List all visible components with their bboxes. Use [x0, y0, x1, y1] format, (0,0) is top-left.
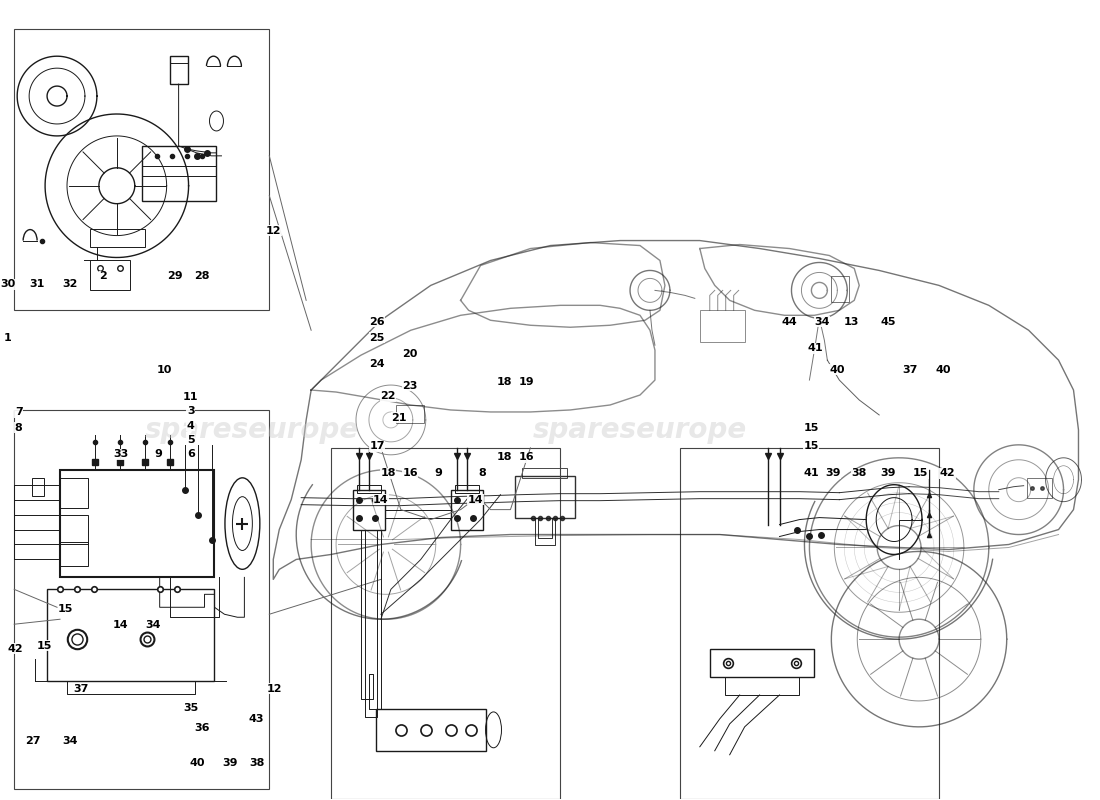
Text: 18: 18: [496, 452, 512, 462]
Text: 17: 17: [370, 442, 385, 451]
Bar: [522, 468, 568, 478]
Text: 25: 25: [370, 333, 385, 343]
Bar: [451, 490, 483, 530]
Bar: [1026, 478, 1052, 498]
Bar: [396, 405, 424, 423]
Text: 41: 41: [803, 468, 820, 478]
Text: 34: 34: [146, 620, 162, 630]
Text: 6: 6: [187, 450, 195, 459]
Text: 5: 5: [187, 435, 195, 445]
Bar: [454, 485, 478, 493]
Text: 14: 14: [468, 494, 484, 505]
Bar: [60, 542, 88, 566]
Bar: [90, 261, 130, 290]
Text: 15: 15: [58, 604, 74, 614]
Text: 30: 30: [0, 279, 15, 290]
Text: 23: 23: [403, 381, 418, 390]
Bar: [14, 410, 270, 789]
Text: 41: 41: [807, 343, 824, 353]
Text: 1: 1: [3, 333, 12, 343]
Text: 24: 24: [370, 359, 385, 369]
Bar: [169, 56, 188, 84]
Bar: [142, 146, 217, 201]
Text: 18: 18: [496, 378, 512, 387]
Bar: [680, 448, 939, 798]
Text: 39: 39: [222, 758, 238, 768]
Text: 21: 21: [392, 413, 407, 422]
Bar: [725, 677, 800, 695]
Text: 11: 11: [183, 392, 198, 402]
Text: 16: 16: [518, 452, 534, 462]
Text: 14: 14: [373, 494, 388, 505]
Bar: [832, 277, 849, 302]
Bar: [60, 514, 88, 545]
Text: 32: 32: [63, 279, 78, 290]
Text: 16: 16: [403, 468, 418, 478]
Text: 29: 29: [167, 271, 184, 282]
Text: 14: 14: [113, 620, 129, 630]
Text: 12: 12: [265, 226, 280, 235]
Text: 40: 40: [935, 365, 950, 374]
Text: 38: 38: [851, 468, 867, 478]
Text: 2: 2: [99, 271, 107, 282]
Text: 8: 8: [478, 468, 486, 478]
Text: 42: 42: [939, 468, 955, 478]
Bar: [32, 478, 44, 496]
Text: 3: 3: [187, 406, 195, 416]
Text: 19: 19: [518, 378, 534, 387]
Text: 40: 40: [829, 365, 845, 374]
Bar: [331, 448, 560, 798]
Text: 37: 37: [902, 365, 917, 374]
Bar: [14, 30, 270, 310]
Bar: [90, 229, 145, 246]
Text: 36: 36: [194, 723, 209, 734]
Bar: [700, 310, 745, 342]
Text: 15: 15: [803, 423, 818, 433]
Text: 7: 7: [14, 407, 22, 417]
Text: 34: 34: [63, 736, 78, 746]
Text: 35: 35: [183, 702, 198, 713]
Bar: [353, 490, 385, 530]
Text: 10: 10: [157, 365, 173, 374]
Text: 43: 43: [249, 714, 264, 724]
Bar: [376, 709, 485, 750]
Text: 39: 39: [880, 468, 895, 478]
Text: 9: 9: [434, 468, 442, 478]
Text: 44: 44: [781, 317, 798, 327]
Text: 13: 13: [844, 317, 859, 327]
Text: 22: 22: [381, 391, 396, 401]
Text: 9: 9: [154, 450, 162, 459]
Bar: [358, 485, 381, 493]
Text: 20: 20: [403, 349, 418, 358]
Text: 15: 15: [803, 442, 818, 451]
Bar: [60, 478, 88, 508]
Text: 8: 8: [14, 423, 22, 433]
Text: spareseurope: spareseurope: [144, 416, 359, 444]
Text: 15: 15: [36, 641, 52, 650]
Text: 45: 45: [880, 317, 895, 327]
Text: 34: 34: [814, 317, 829, 327]
Text: 37: 37: [74, 683, 89, 694]
Bar: [516, 476, 575, 518]
Text: 4: 4: [187, 421, 195, 430]
Text: 15: 15: [913, 468, 928, 478]
Text: 28: 28: [194, 271, 209, 282]
Text: 31: 31: [30, 279, 45, 290]
Bar: [47, 590, 214, 681]
Text: 42: 42: [8, 644, 23, 654]
Text: 40: 40: [189, 758, 205, 768]
Text: 26: 26: [370, 317, 385, 327]
Text: 12: 12: [266, 683, 282, 694]
Bar: [710, 649, 814, 677]
Text: spareseurope: spareseurope: [532, 416, 747, 444]
Bar: [60, 470, 215, 578]
Text: 39: 39: [825, 468, 840, 478]
Text: 27: 27: [25, 736, 41, 746]
Text: 33: 33: [113, 450, 129, 459]
Text: 18: 18: [381, 468, 396, 478]
Text: 38: 38: [249, 758, 264, 768]
